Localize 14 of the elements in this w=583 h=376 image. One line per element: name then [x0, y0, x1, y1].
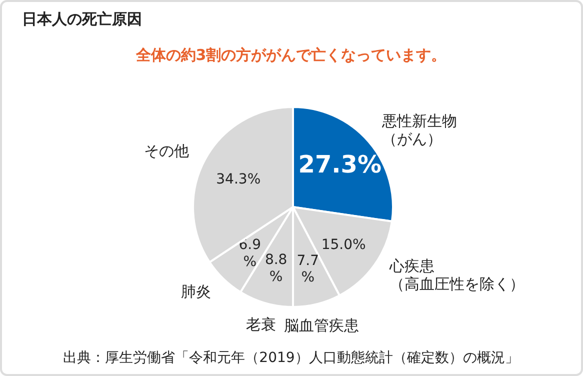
slice-label: 老衰: [246, 316, 276, 334]
slice-label: 悪性新生物（がん）: [381, 112, 458, 148]
data-label: 34.3%: [216, 172, 261, 188]
slice-label: 心疾患（高血圧性を除く）: [388, 257, 524, 294]
source-note: 出典：厚生労働省「令和元年（2019）人口動態統計（確定数）の概況」: [63, 350, 519, 366]
chart-subtitle: 全体の約3割の方ががんで亡くなっています。: [134, 46, 446, 64]
data-label: 27.3%: [298, 150, 382, 178]
slice-label: 脳血管疾患: [284, 316, 359, 335]
slice-label: その他: [144, 142, 190, 160]
data-label: 15.0%: [321, 236, 366, 253]
data-label: 7.7%: [296, 252, 319, 286]
data-label: 8.8%: [264, 252, 288, 286]
chart-title: 日本人の死亡原因: [22, 10, 142, 28]
slice-label: 肺炎: [180, 282, 211, 301]
